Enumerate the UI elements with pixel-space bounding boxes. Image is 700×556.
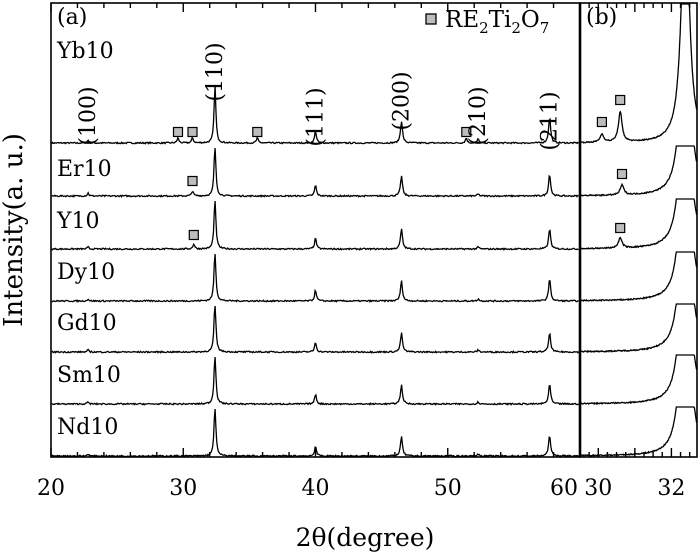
xrd-zoom-curve-dy10 <box>579 251 698 303</box>
xrd-curve-sm10 <box>51 356 580 406</box>
pyrochlore-marker-a-yb10-0 <box>172 126 184 138</box>
sample-label-yb10: Yb10 <box>56 39 114 64</box>
panel-a-frame <box>50 2 581 458</box>
x-tick-label-a-40: 40 <box>302 476 330 501</box>
peak-label-211: (211) <box>538 91 563 150</box>
x-tick-label-b-32: 32 <box>657 476 685 501</box>
sample-label-y10: Y10 <box>56 209 100 234</box>
x-tick-label-a-60: 60 <box>550 476 578 501</box>
legend: RE2Ti2O7 <box>425 7 549 37</box>
xrd-zoom-curve-sm10 <box>580 354 698 406</box>
pyrochlore-markers <box>172 94 628 241</box>
xrd-zoom-curve-gd10 <box>580 303 698 354</box>
pyrochlore-marker-a-yb10-3 <box>461 126 472 138</box>
sample-label-er10: Er10 <box>57 157 112 182</box>
xrd-curve-yb10 <box>51 85 580 145</box>
pyrochlore-marker-b-er10-0 <box>616 168 628 180</box>
panel-b-label: (b) <box>586 5 617 30</box>
legend-label: RE2Ti2O7 <box>445 7 549 37</box>
pyrochlore-marker-a-yb10-1 <box>187 126 198 138</box>
peak-label-100: (100) <box>76 86 101 145</box>
y-axis-label: Intensity(a. u.) <box>0 133 29 327</box>
sample-labels: Yb10 Er10 Y10 Dy10 Gd10 Sm10 Nd10 <box>56 39 121 440</box>
peak-label-200: (200) <box>390 71 415 130</box>
panel-b-frame <box>579 2 698 458</box>
axis-ticks <box>50 3 691 457</box>
xrd-zoom-curve-er10 <box>580 145 698 197</box>
panel-a-label: (a) <box>57 5 87 30</box>
x-tick-label-a-20: 20 <box>37 476 65 501</box>
x-tick-label-a-50: 50 <box>434 476 462 501</box>
peak-label-111: (111) <box>304 87 329 146</box>
sample-label-sm10: Sm10 <box>57 363 121 388</box>
xrd-curve-y10 <box>51 200 579 251</box>
x-tick-label-a-30: 30 <box>169 476 197 501</box>
curves-panel-a <box>51 85 580 458</box>
pyrochlore-marker-b-y10-0 <box>615 222 626 234</box>
x-tick-labels: 20 30 40 50 60 30 32 <box>37 476 685 501</box>
pyrochlore-marker-b-yb10-1 <box>615 94 626 106</box>
x-tick-label-b-30: 30 <box>584 476 612 501</box>
xrd-curve-dy10 <box>51 253 579 304</box>
xrd-zoom-curve-yb10 <box>579 3 698 144</box>
pyrochlore-marker-a-y10-0 <box>188 229 199 241</box>
peak-labels: (100) (110) (111) (200) (210) (211) <box>76 42 563 150</box>
x-axis-label: 2θ(degree) <box>296 523 435 552</box>
xrd-curve-er10 <box>51 147 579 198</box>
peak-label-110: (110) <box>203 42 228 101</box>
peak-label-210: (210) <box>466 86 491 145</box>
sample-label-dy10: Dy10 <box>57 260 115 285</box>
pyrochlore-marker-a-yb10-2 <box>252 126 263 138</box>
pyrochlore-marker-a-er10-0 <box>187 175 198 187</box>
sample-label-gd10: Gd10 <box>57 311 117 336</box>
pyrochlore-marker-b-yb10-0 <box>596 116 608 128</box>
curves-panel-b <box>579 3 698 458</box>
xrd-zoom-curve-y10 <box>579 198 698 250</box>
xrd-curve-nd10 <box>51 408 580 458</box>
sample-label-nd10: Nd10 <box>57 415 118 440</box>
legend-square-icon <box>425 13 437 25</box>
xrd-zoom-curve-nd10 <box>579 406 698 458</box>
xrd-curve-gd10 <box>51 305 580 354</box>
